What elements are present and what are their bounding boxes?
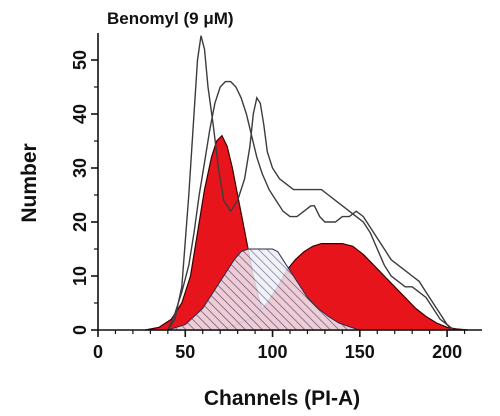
outline-histogram-1 [167, 80, 455, 331]
x-tick-label: 150 [345, 342, 375, 362]
y-tick-label: 50 [70, 50, 90, 70]
x-tick-label: 100 [258, 342, 288, 362]
x-tick-label: 200 [432, 342, 462, 362]
y-axis-label: Number [18, 143, 41, 222]
y-tick-label: 20 [70, 212, 90, 232]
y-tick-label: 10 [70, 266, 90, 286]
outline-histogram-0 [167, 35, 453, 331]
axes-layer: 0 50 100 150 200 0 10 20 30 40 50 [70, 33, 482, 362]
y-tick-label: 30 [70, 158, 90, 178]
x-axis-label: Channels (PI-A) [204, 387, 360, 410]
x-tick-label: 50 [175, 342, 195, 362]
y-tick-label: 40 [70, 104, 90, 124]
series-layer [144, 35, 469, 331]
y-tick-label: 0 [70, 325, 90, 335]
chart-title: Benomyl (9 μM) [107, 9, 234, 28]
x-tick-label: 0 [93, 342, 103, 362]
hatched-region-4 [167, 248, 360, 331]
